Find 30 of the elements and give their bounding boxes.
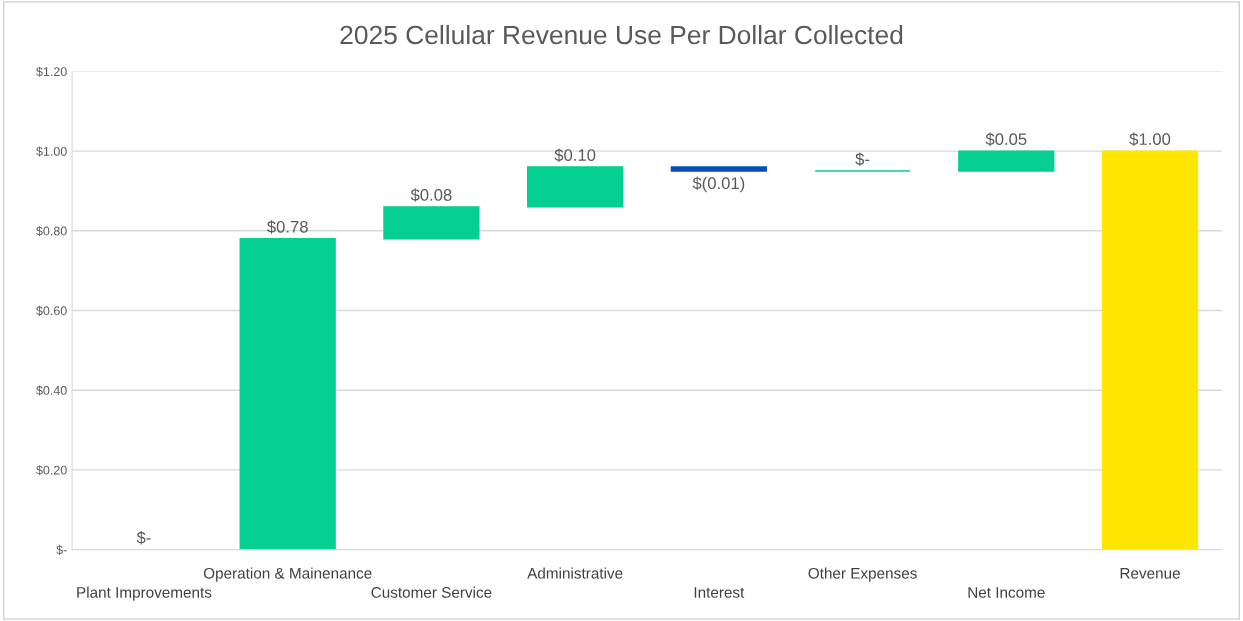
x-tick-label: Plant Improvements — [77, 586, 212, 601]
y-tick-label: $0.60 — [36, 305, 67, 316]
data-label: $- — [136, 531, 151, 545]
x-tick-label: Administrative — [527, 567, 623, 579]
data-label: $0.10 — [554, 148, 596, 162]
x-tick-label: Interest — [694, 587, 745, 598]
bar — [239, 238, 336, 550]
x-tick-label: Net Income — [968, 587, 1045, 598]
data-label: $- — [855, 152, 870, 166]
data-label: $0.78 — [267, 220, 308, 234]
bar — [383, 206, 480, 240]
bar — [958, 150, 1055, 172]
x-tick-label: Revenue — [1120, 568, 1180, 579]
x-tick-label: Other Expenses — [808, 567, 917, 582]
y-tick-label: $1.00 — [36, 146, 67, 157]
data-label: $1.00 — [1129, 132, 1171, 147]
x-tick-label: Customer Service — [371, 586, 492, 598]
y-tick-label: $0.20 — [36, 465, 67, 476]
y-tick-label: $- — [56, 544, 67, 555]
data-label: $(0.01) — [692, 176, 745, 193]
data-label: $0.05 — [985, 132, 1027, 147]
x-tick-label: Operation & Mainenance — [203, 567, 372, 582]
y-tick-label: $0.80 — [36, 226, 67, 237]
bar — [670, 166, 767, 172]
data-label: $0.08 — [410, 188, 452, 202]
bar — [526, 166, 624, 208]
bar — [1101, 150, 1199, 550]
y-tick-label: $0.40 — [36, 385, 67, 396]
y-tick-label: $1.20 — [36, 66, 67, 77]
chart-title: 2025 Cellular Revenue Use Per Dollar Collected — [340, 24, 903, 45]
